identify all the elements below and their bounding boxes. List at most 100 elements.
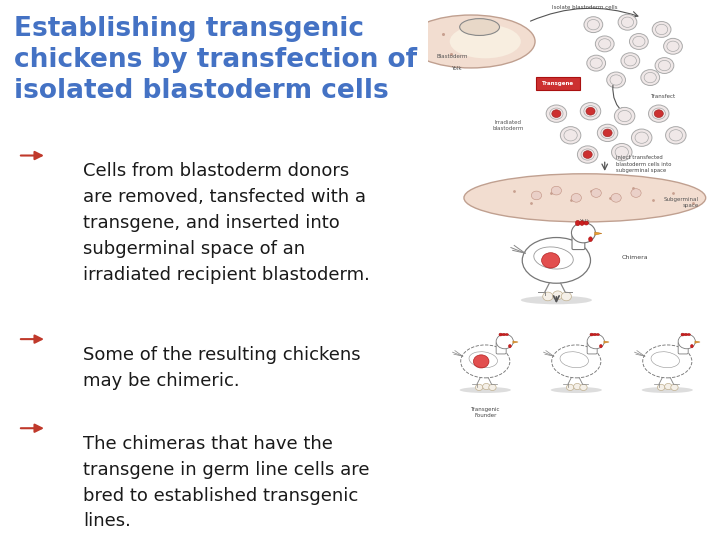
Circle shape [541,253,559,268]
Ellipse shape [464,174,706,222]
Circle shape [552,186,562,195]
Circle shape [595,36,614,52]
Ellipse shape [461,345,510,378]
Circle shape [580,384,587,390]
Ellipse shape [590,333,593,336]
Circle shape [531,191,541,200]
Circle shape [641,70,660,85]
Circle shape [543,292,553,301]
Circle shape [583,151,593,158]
Ellipse shape [499,333,503,336]
Ellipse shape [407,15,535,68]
Text: Transgene: Transgene [541,81,574,86]
FancyBboxPatch shape [572,234,585,249]
Text: Chimera: Chimera [622,255,649,260]
Circle shape [587,55,606,71]
Circle shape [665,127,686,144]
Ellipse shape [681,333,684,336]
Circle shape [560,127,581,144]
Ellipse shape [588,237,593,241]
Text: transgene in germ line cells are: transgene in germ line cells are [83,461,369,478]
Ellipse shape [552,345,601,378]
Circle shape [631,188,641,197]
Text: Transgenic
Founder: Transgenic Founder [471,407,500,419]
Ellipse shape [580,221,584,225]
Circle shape [629,33,648,50]
Ellipse shape [593,333,596,336]
Ellipse shape [684,333,688,336]
Circle shape [649,105,669,122]
Ellipse shape [502,333,505,336]
Text: Establishing transgenic
chickens by transfection of
isolated blastoderm cells: Establishing transgenic chickens by tran… [14,16,418,104]
Polygon shape [595,232,602,235]
Circle shape [598,124,618,141]
Circle shape [614,107,635,125]
Circle shape [574,383,581,390]
Ellipse shape [450,25,521,58]
Ellipse shape [687,334,690,335]
Circle shape [587,334,604,349]
Ellipse shape [508,345,511,348]
Polygon shape [513,341,518,343]
Circle shape [586,107,595,115]
Ellipse shape [643,345,692,378]
FancyBboxPatch shape [587,342,597,354]
Ellipse shape [459,387,511,393]
Circle shape [482,383,490,390]
Circle shape [577,146,598,163]
Circle shape [580,103,600,120]
Circle shape [611,193,621,202]
Text: Yolk: Yolk [580,219,590,225]
Circle shape [496,334,513,349]
Ellipse shape [459,18,500,36]
Circle shape [603,129,612,137]
Text: Subgerminal
space: Subgerminal space [664,197,698,208]
Text: Inject transfected
blastoderm cells into
subgerminal space: Inject transfected blastoderm cells into… [616,156,672,173]
Ellipse shape [642,387,693,393]
Circle shape [553,291,563,300]
Circle shape [567,384,574,390]
Ellipse shape [522,238,590,283]
Circle shape [611,144,632,161]
Circle shape [654,110,663,118]
Text: The chimeras that have the: The chimeras that have the [83,435,333,453]
Circle shape [655,58,674,73]
FancyBboxPatch shape [536,77,580,90]
Circle shape [671,384,678,390]
Ellipse shape [575,220,580,226]
FancyBboxPatch shape [496,342,506,354]
Polygon shape [695,341,700,343]
Ellipse shape [596,334,600,335]
Circle shape [652,22,671,37]
Circle shape [621,53,639,69]
Circle shape [618,14,637,30]
Ellipse shape [521,296,592,304]
Ellipse shape [505,334,508,335]
Polygon shape [604,341,609,343]
Circle shape [591,188,601,197]
Ellipse shape [551,387,602,393]
Circle shape [607,72,626,88]
Text: Some of the resulting chickens: Some of the resulting chickens [83,346,361,363]
FancyBboxPatch shape [678,342,688,354]
Ellipse shape [584,221,588,225]
Text: Blastoderm: Blastoderm [437,53,469,58]
Text: may be chimeric.: may be chimeric. [83,372,240,389]
Ellipse shape [600,345,603,348]
Circle shape [657,384,665,390]
Circle shape [546,105,567,122]
Circle shape [475,384,483,390]
Text: Yolk: Yolk [451,65,462,71]
Text: bred to established transgenic: bred to established transgenic [83,487,358,504]
Circle shape [665,383,672,390]
Circle shape [631,129,652,146]
Text: transgene, and inserted into: transgene, and inserted into [83,214,340,232]
Text: Transfect: Transfect [650,94,675,99]
Circle shape [489,384,496,390]
Circle shape [552,110,561,118]
Circle shape [571,193,582,202]
Circle shape [474,355,489,368]
Text: are removed, tansfected with a: are removed, tansfected with a [83,188,366,206]
Text: subgerminal space of an: subgerminal space of an [83,240,305,258]
Circle shape [572,222,595,243]
